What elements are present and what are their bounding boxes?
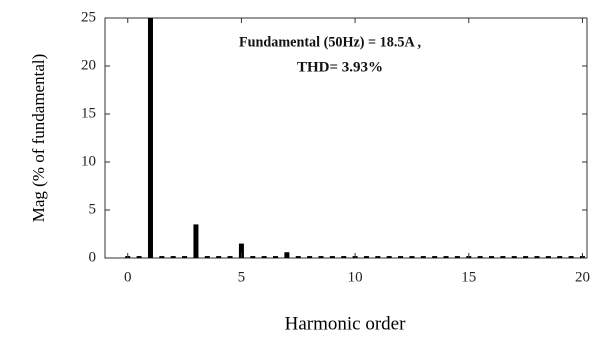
y-tick-label: 15 (81, 105, 96, 121)
plot-frame (104, 17, 588, 259)
bar (420, 256, 426, 258)
annotation: THD= 3.93% (297, 59, 383, 75)
bar (318, 256, 324, 258)
y-tick-label: 20 (81, 57, 96, 73)
x-tick-label: 20 (575, 269, 590, 285)
bar (136, 256, 142, 258)
bar (375, 256, 381, 258)
y-tick-label: 5 (89, 201, 97, 217)
bar (295, 256, 301, 258)
x-tick-label: 5 (238, 269, 246, 285)
bar (227, 256, 233, 258)
y-tick-label: 10 (81, 153, 96, 169)
bar (329, 256, 335, 258)
bar (409, 256, 415, 258)
bar (398, 256, 404, 258)
bar (432, 256, 438, 258)
annotation: Fundamental (50Hz) = 18.5A , (239, 34, 421, 50)
bar (443, 256, 449, 258)
bar (489, 256, 495, 258)
y-axis-label: Mag (% of fundamental) (29, 54, 48, 223)
bar (159, 256, 165, 258)
bar (500, 256, 506, 258)
bar (557, 256, 563, 258)
bar (204, 256, 210, 258)
bar (363, 256, 369, 258)
bar (193, 224, 199, 258)
bar (307, 256, 313, 258)
bar (511, 256, 517, 258)
bar (147, 18, 153, 258)
bar (216, 256, 222, 258)
bar (261, 256, 267, 258)
bar (523, 256, 529, 258)
bar (182, 256, 188, 258)
x-axis-label: Harmonic order (285, 313, 406, 334)
bar (454, 256, 460, 258)
bar (273, 256, 279, 258)
bar (284, 252, 290, 258)
bar (238, 243, 244, 258)
y-tick-label: 0 (89, 249, 97, 265)
bar (170, 256, 176, 258)
x-tick-label: 15 (461, 269, 476, 285)
bar (568, 256, 574, 258)
bar (477, 256, 483, 258)
bar (386, 256, 392, 258)
x-tick-label: 10 (348, 269, 363, 285)
bar (250, 256, 256, 258)
bar (341, 256, 347, 258)
x-tick-label: 0 (124, 269, 132, 285)
bar (545, 256, 551, 258)
y-tick-label: 25 (81, 9, 96, 25)
bar (534, 256, 540, 258)
